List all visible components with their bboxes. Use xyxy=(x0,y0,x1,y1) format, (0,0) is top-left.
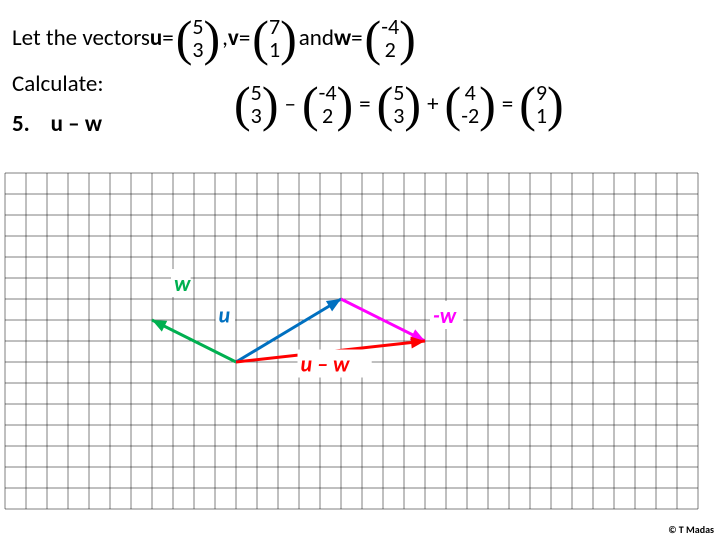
calc-vec-result: ( 9 1 ) xyxy=(519,81,563,127)
eq2: = xyxy=(239,23,250,53)
calc-row: Calculate: 5. u – w ( 5 3 ) – xyxy=(12,69,712,139)
intro-text: Let the vectors xyxy=(12,23,150,53)
eq-b: = xyxy=(502,89,513,119)
svg-text:w: w xyxy=(174,270,191,297)
paren-r: ) xyxy=(399,16,416,60)
vector-u: ( 5 3 ) xyxy=(176,15,220,61)
s2-b-bot: -2 xyxy=(461,104,479,127)
calc-vec-4: ( 4 -2 ) xyxy=(445,81,496,127)
calc-vec-1: ( 5 3 ) xyxy=(234,81,278,127)
page: Let the vectors u = ( 5 3 ) , v = ( 7 1 xyxy=(0,0,720,540)
w-name: w xyxy=(334,23,351,53)
op-plus: + xyxy=(427,89,438,119)
u-top: 5 xyxy=(192,15,203,38)
s1-b-top: -4 xyxy=(319,81,337,104)
calc-vec-2: ( -4 2 ) xyxy=(302,81,353,127)
s1-a-bot: 3 xyxy=(251,104,262,127)
paren-l: ( xyxy=(252,16,269,60)
left-column: Calculate: 5. u – w xyxy=(12,69,232,139)
s1-a-top: 5 xyxy=(251,81,262,104)
vector-w: ( -4 2 ) xyxy=(365,15,416,61)
item-expression: u – w xyxy=(51,110,102,138)
item-number: 5. xyxy=(12,110,30,138)
s2-a-bot: 3 xyxy=(393,104,404,127)
svg-text:u – w: u – w xyxy=(301,351,351,378)
u-bot: 3 xyxy=(192,38,203,61)
paren-l: ( xyxy=(365,16,382,60)
paren-r: ) xyxy=(204,16,221,60)
res-top: 9 xyxy=(536,81,547,104)
w-top: -4 xyxy=(381,15,399,38)
eq3: = xyxy=(351,23,362,53)
op-minus: – xyxy=(284,89,295,119)
definition-line: Let the vectors u = ( 5 3 ) , v = ( 7 1 xyxy=(12,10,712,65)
w-bot: 2 xyxy=(381,38,399,61)
vector-diagram: w u -w u – w xyxy=(0,168,720,518)
res-bot: 1 xyxy=(536,104,547,127)
u-name: u xyxy=(150,23,162,53)
calculation-line: ( 5 3 ) – ( -4 2 ) = xyxy=(232,81,566,127)
calc-vec-3: ( 5 3 ) xyxy=(377,81,421,127)
s2-b-top: 4 xyxy=(461,81,479,104)
v-top: 7 xyxy=(269,15,280,38)
paren-r: ) xyxy=(280,16,297,60)
paren-l: ( xyxy=(176,16,193,60)
v-name: v xyxy=(228,23,239,53)
eq-a: = xyxy=(359,89,370,119)
v-bot: 1 xyxy=(269,38,280,61)
eq1: = xyxy=(162,23,173,53)
calculate-label: Calculate: xyxy=(12,69,232,99)
s2-a-top: 5 xyxy=(393,81,404,104)
svg-text:-w: -w xyxy=(433,302,457,329)
svg-text:u: u xyxy=(219,302,231,329)
and-text: and xyxy=(299,23,334,53)
s1-b-bot: 2 xyxy=(319,104,337,127)
vector-v: ( 7 1 ) xyxy=(252,15,296,61)
copyright-text: © T Madas xyxy=(668,523,714,536)
problem-block: Let the vectors u = ( 5 3 ) , v = ( 7 1 xyxy=(12,10,712,139)
